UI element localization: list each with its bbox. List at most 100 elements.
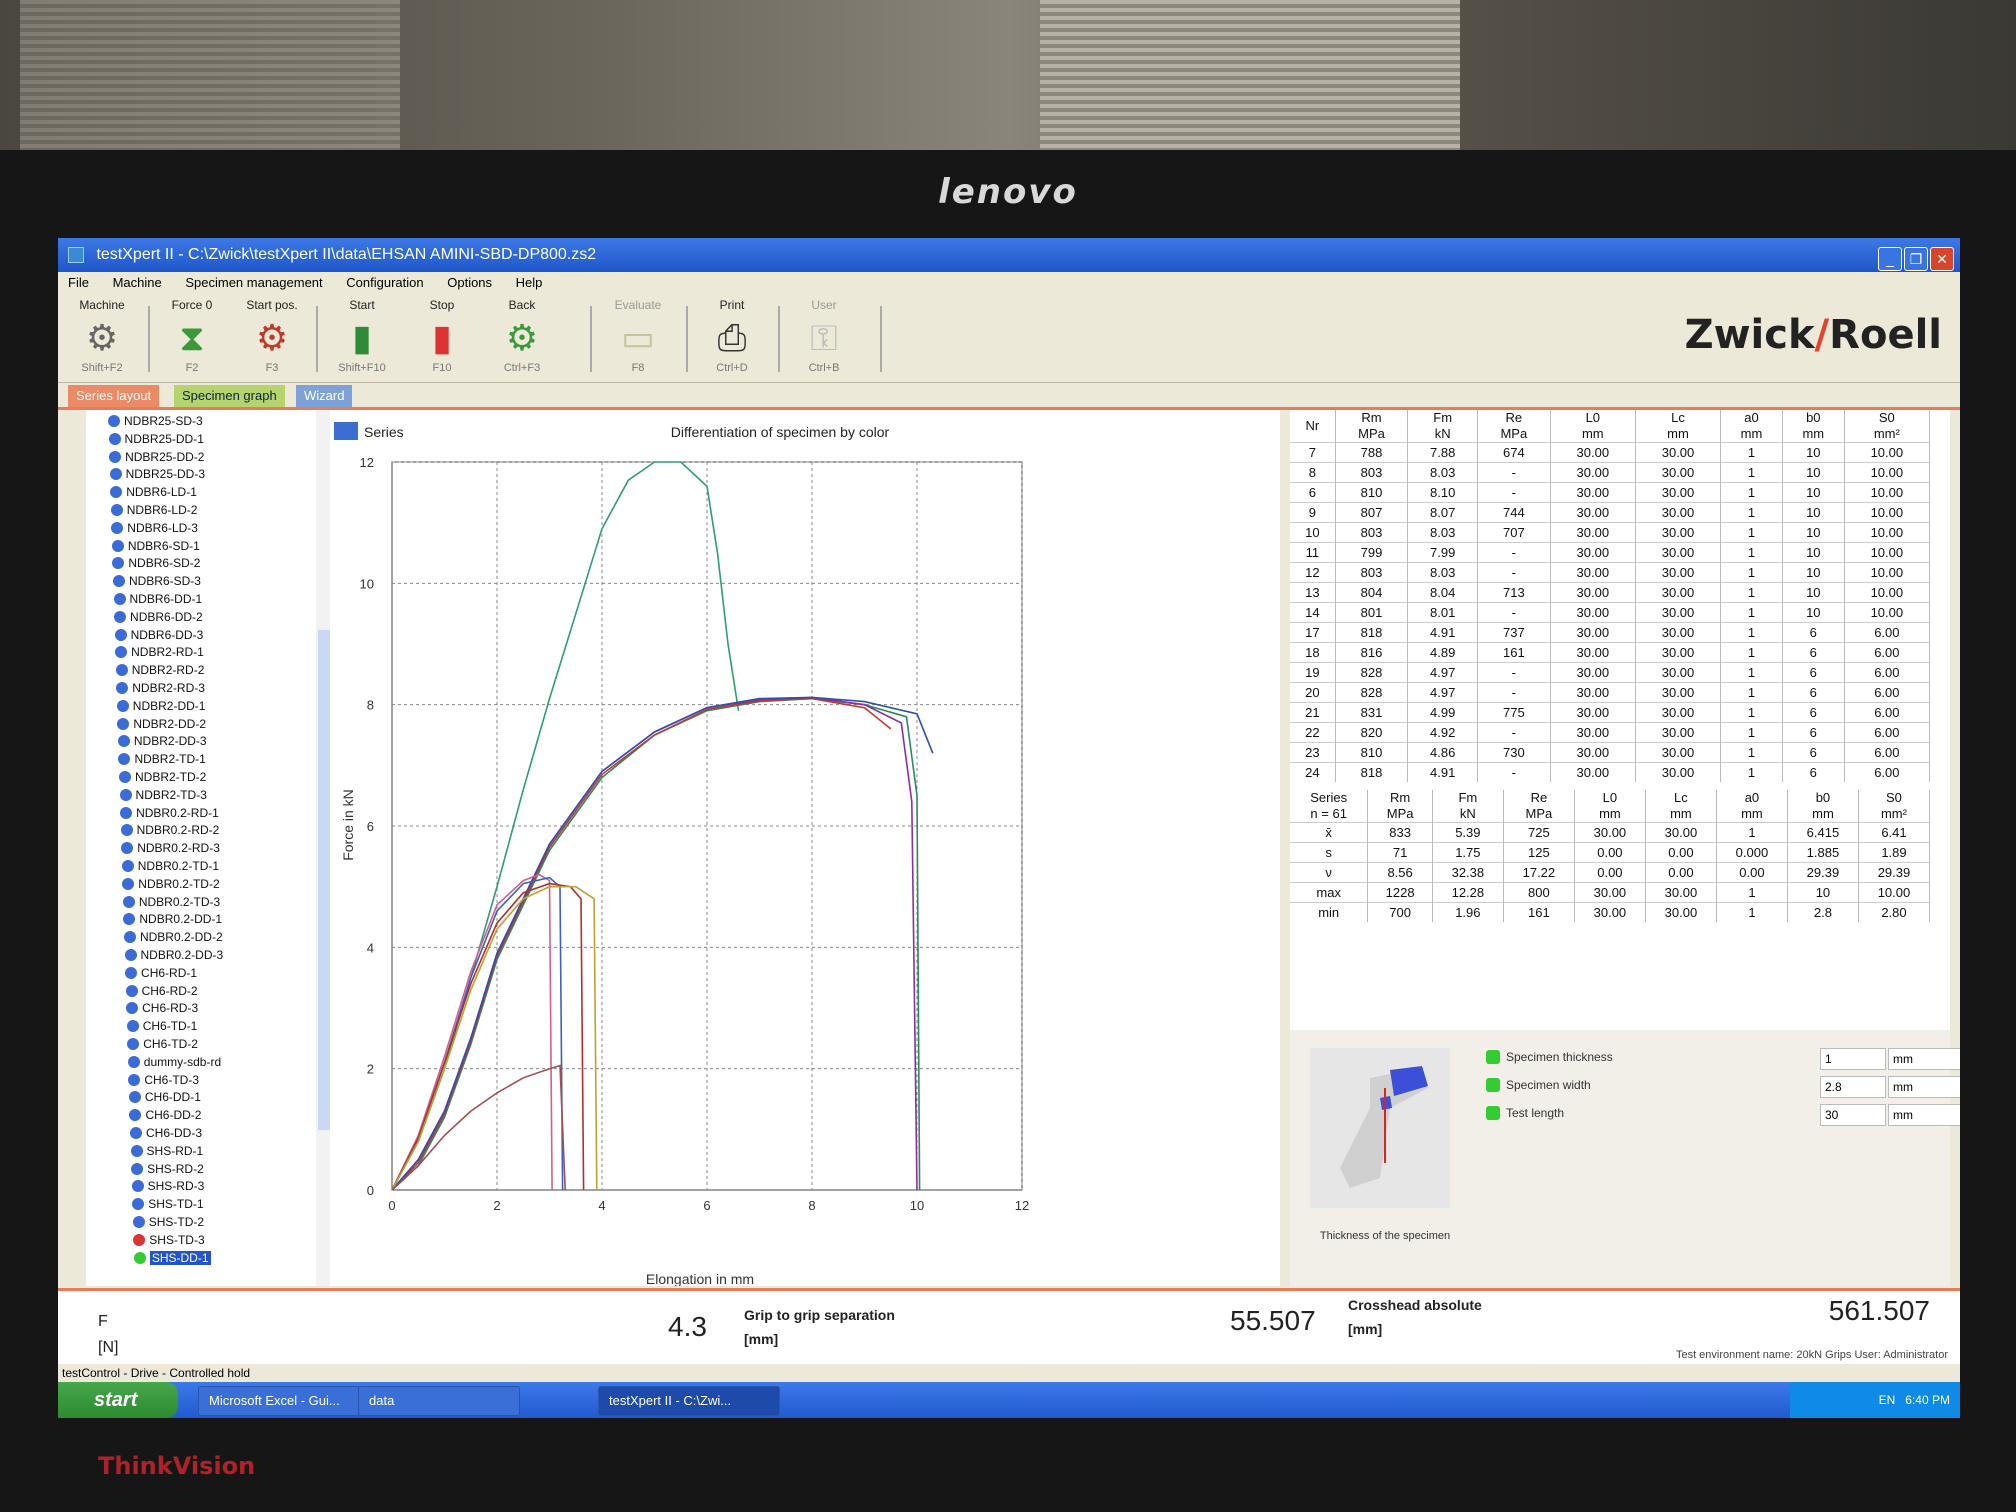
start-button-taskbar[interactable]: start	[58, 1382, 178, 1418]
evaluate-button[interactable]: Evaluate ▭ F8	[602, 298, 674, 378]
list-item[interactable]: NDBR0.2-RD-2	[120, 821, 219, 839]
table-row[interactable]: 10 803 8.03 707 30.00 30.00 1 10 10.00	[1290, 522, 1931, 543]
list-item[interactable]: SHS-TD-3	[133, 1231, 205, 1249]
list-item[interactable]: NDBR2-RD-3	[116, 679, 205, 697]
list-item[interactable]: NDBR2-TD-3	[119, 786, 207, 804]
start-button[interactable]: Start ▮ Shift+F10	[326, 298, 398, 378]
back-button[interactable]: Back ⚙ Ctrl+F3	[486, 298, 558, 378]
menu-options[interactable]: Options	[447, 275, 493, 290]
results-column-header[interactable]: Fm kN	[1407, 410, 1478, 443]
list-item[interactable]: NDBR25-DD-2	[109, 448, 204, 466]
list-item[interactable]: CH6-DD-3	[130, 1124, 202, 1142]
list-item[interactable]: SHS-TD-2	[132, 1213, 204, 1231]
table-row[interactable]: 17 818 4.91 737 30.00 30.00 1 6 6.00	[1290, 622, 1931, 643]
tree-scroll-thumb[interactable]	[318, 630, 330, 1130]
table-row[interactable]: 23 810 4.86 730 30.00 30.00 1 6 6.00	[1290, 742, 1931, 763]
table-row[interactable]: 6 810 8.10-30.00 30.00 1 10 10.00	[1290, 482, 1931, 503]
table-row[interactable]: 24 818 4.91-30.00 30.00 1 6 6.00	[1290, 762, 1931, 782]
list-item[interactable]: NDBR0.2-TD-2	[122, 875, 220, 893]
results-column-header[interactable]: Re MPa	[1477, 410, 1551, 443]
table-row[interactable]: 19 828 4.97-30.00 30.00 1 6 6.00	[1290, 662, 1931, 683]
list-item[interactable]: CH6-TD-2	[127, 1035, 198, 1053]
tab-series-layout[interactable]: Series layout	[68, 385, 160, 407]
list-item[interactable]: NDBR2-RD-1	[115, 643, 204, 661]
list-item[interactable]: SHS-TD-1	[132, 1195, 204, 1213]
list-item[interactable]: NDBR25-SD-3	[108, 412, 203, 430]
list-item[interactable]: NDBR0.2-DD-3	[124, 946, 223, 964]
results-column-header[interactable]: b0 mm	[1782, 410, 1845, 443]
results-column-header[interactable]: Nr	[1290, 410, 1336, 443]
test-length-unit-select[interactable]: mm	[1888, 1104, 1960, 1126]
maximize-button[interactable]: ❐	[1904, 247, 1928, 271]
list-item[interactable]: SHS-RD-1	[130, 1142, 203, 1160]
table-row[interactable]: 20 828 4.97-30.00 30.00 1 6 6.00	[1290, 682, 1931, 703]
menu-machine[interactable]: Machine	[112, 275, 162, 290]
list-item[interactable]: NDBR6-LD-3	[111, 519, 198, 537]
table-row[interactable]: 22 820 4.92-30.00 30.00 1 6 6.00	[1290, 722, 1931, 743]
list-item[interactable]: NDBR0.2-DD-2	[123, 928, 223, 946]
task-data-folder[interactable]: data	[358, 1386, 520, 1416]
list-item[interactable]: NDBR0.2-TD-3	[122, 893, 220, 911]
specimen-thickness-unit-select[interactable]: mm	[1888, 1048, 1960, 1070]
table-row[interactable]: 8 803 8.03-30.00 30.00 1 10 10.00	[1290, 462, 1931, 483]
print-button[interactable]: Print ⎙ Ctrl+D	[696, 298, 768, 378]
results-column-header[interactable]: a0 mm	[1720, 410, 1783, 443]
specimen-width-unit-select[interactable]: mm	[1888, 1076, 1960, 1098]
tab-specimen-graph[interactable]: Specimen graph	[174, 385, 285, 407]
stop-button[interactable]: Stop ▮ F10	[406, 298, 478, 378]
list-item[interactable]: NDBR2-DD-2	[117, 715, 206, 733]
list-item[interactable]: NDBR25-DD-3	[109, 465, 205, 483]
list-item[interactable]: NDBR6-SD-3	[112, 572, 201, 590]
menu-file[interactable]: File	[68, 275, 89, 290]
list-item[interactable]: NDBR2-RD-2	[115, 661, 204, 679]
list-item[interactable]: CH6-DD-1	[128, 1088, 201, 1106]
menu-help[interactable]: Help	[515, 275, 543, 290]
specimen-thickness-input[interactable]: 1	[1820, 1048, 1886, 1070]
force-zero-button[interactable]: Force 0 ⧗ F2	[156, 298, 228, 378]
list-item[interactable]: NDBR2-DD-1	[116, 697, 205, 715]
list-item[interactable]: NDBR0.2-DD-1	[123, 910, 222, 928]
table-row[interactable]: 13 804 8.04 713 30.00 30.00 1 10 10.00	[1290, 582, 1931, 603]
list-item[interactable]: CH6-TD-3	[128, 1071, 199, 1089]
list-item[interactable]: NDBR25-DD-1	[108, 430, 204, 448]
task-excel[interactable]: Microsoft Excel - Gui...	[198, 1386, 360, 1416]
tab-wizard[interactable]: Wizard	[296, 385, 353, 407]
list-item[interactable]: CH6-RD-2	[125, 982, 198, 1000]
close-button[interactable]: ✕	[1930, 247, 1954, 271]
list-item[interactable]: SHS-RD-3	[131, 1177, 204, 1195]
results-column-header[interactable]: Rm MPa	[1335, 410, 1409, 443]
table-row[interactable]: 7 788 7.88 674 30.00 30.00 1 10 10.00	[1290, 442, 1931, 463]
table-row[interactable]: 12 803 8.03-30.00 30.00 1 10 10.00	[1290, 562, 1931, 583]
table-row[interactable]: 9 807 8.07 744 30.00 30.00 1 10 10.00	[1290, 502, 1931, 523]
list-item[interactable]: NDBR6-DD-2	[114, 608, 203, 626]
list-item[interactable]: NDBR0.2-RD-3	[121, 839, 220, 857]
list-item[interactable]: NDBR2-TD-2	[119, 768, 206, 786]
list-item[interactable]: NDBR6-LD-2	[110, 501, 197, 519]
start-position-button[interactable]: Start pos. ⚙ F3	[236, 298, 308, 378]
list-item[interactable]: dummy-sdb-rd	[127, 1053, 221, 1071]
specimen-width-input[interactable]: 2.8	[1820, 1076, 1886, 1098]
table-row[interactable]: 11 799 7.99-30.00 30.00 1 10 10.00	[1290, 542, 1931, 563]
list-item[interactable]: SHS-RD-2	[131, 1160, 204, 1178]
list-item[interactable]: SHS-DD-1	[133, 1249, 211, 1267]
minimize-button[interactable]: _	[1878, 247, 1902, 271]
list-item[interactable]: NDBR6-SD-1	[111, 537, 200, 555]
menu-configuration[interactable]: Configuration	[346, 275, 424, 290]
menu-specimen-management[interactable]: Specimen management	[185, 275, 323, 290]
machine-button[interactable]: Machine ⚙ Shift+F2	[66, 298, 138, 378]
list-item[interactable]: NDBR6-DD-1	[113, 590, 202, 608]
list-item[interactable]: NDBR6-DD-3	[114, 626, 203, 644]
test-length-input[interactable]: 30	[1820, 1104, 1886, 1126]
table-row[interactable]: 14 801 8.01-30.00 30.00 1 10 10.00	[1290, 602, 1931, 623]
results-column-header[interactable]: Lc mm	[1635, 410, 1722, 443]
list-item[interactable]: CH6-RD-1	[125, 964, 197, 982]
list-item[interactable]: CH6-DD-2	[129, 1106, 201, 1124]
task-testxpert[interactable]: testXpert II - C:\Zwi...	[598, 1386, 780, 1416]
list-item[interactable]: CH6-RD-3	[126, 999, 198, 1017]
list-item[interactable]: NDBR0.2-RD-1	[120, 804, 219, 822]
results-column-header[interactable]: S0 mm²	[1844, 410, 1931, 443]
table-row[interactable]: 21 831 4.99 775 30.00 30.00 1 6 6.00	[1290, 702, 1931, 723]
list-item[interactable]: NDBR2-TD-1	[118, 750, 206, 768]
results-column-header[interactable]: L0 mm	[1550, 410, 1636, 443]
list-item[interactable]: CH6-TD-1	[126, 1017, 197, 1035]
